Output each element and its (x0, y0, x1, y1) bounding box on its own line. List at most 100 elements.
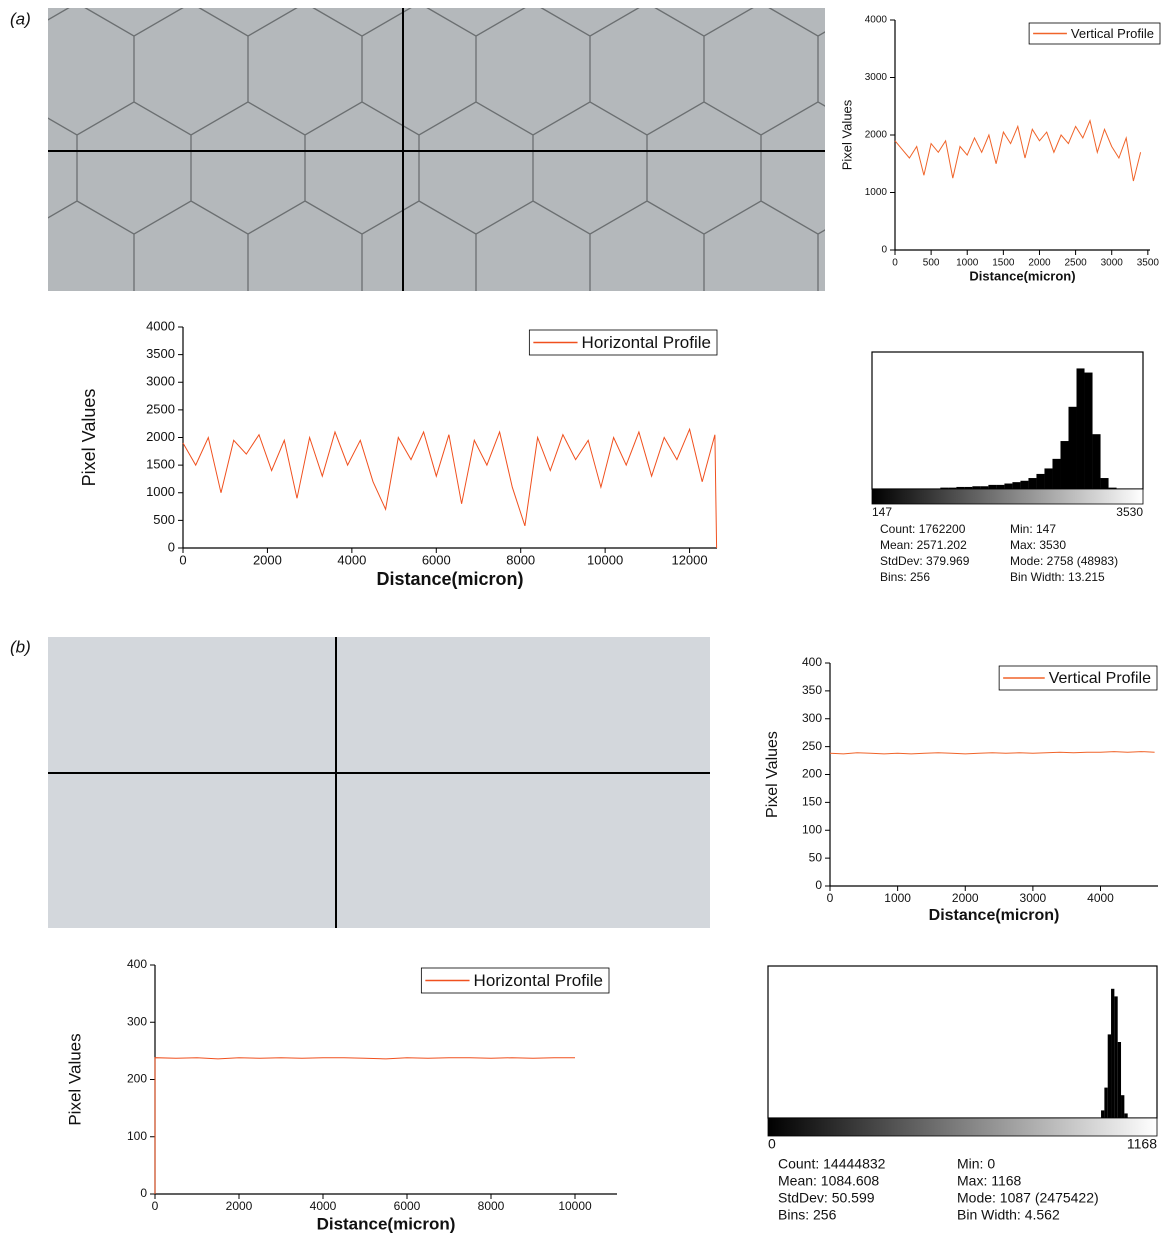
gray-scale-bar (871, 488, 1144, 505)
y-tick-label: 1000 (146, 484, 175, 499)
y-tick-label: 300 (127, 1014, 147, 1028)
y-axis-title: Pixel Values (839, 99, 854, 170)
stat-text: StdDev: 379.969 (880, 554, 970, 568)
stat-text: Bins: 256 (880, 570, 930, 584)
y-axis-title: Pixel Values (79, 389, 99, 487)
micrograph-b (48, 637, 710, 928)
histogram-bar (964, 486, 973, 489)
x-tick-label: 6000 (394, 1199, 421, 1213)
histogram-bar (1100, 478, 1109, 489)
histogram-bar (1028, 478, 1037, 489)
y-tick-label: 50 (809, 850, 823, 864)
x-tick-label: 12000 (671, 552, 707, 567)
stat-text: Mode: 2758 (48983) (1010, 554, 1118, 568)
x-tick-label: 0 (179, 552, 186, 567)
histogram-bar (940, 487, 949, 489)
histogram-bar (1124, 1113, 1128, 1118)
histogram-bar (1114, 996, 1118, 1118)
x-axis-title: Distance(micron) (376, 569, 523, 589)
y-tick-label: 2000 (865, 130, 888, 141)
histogram-bar (1044, 468, 1053, 489)
x-tick-label: 2000 (226, 1199, 253, 1213)
x-tick-label: 2000 (1028, 258, 1051, 269)
x-tick-label: 0 (827, 891, 834, 905)
stat-text: Max: 3530 (1010, 538, 1066, 552)
stat-text: Max: 1168 (957, 1173, 1022, 1189)
y-tick-label: 500 (153, 512, 175, 527)
histogram-bar (956, 486, 965, 489)
stat-text: Count: 1762200 (880, 522, 966, 536)
y-tick-label: 200 (127, 1072, 147, 1086)
stat-text: StdDev: 50.599 (778, 1190, 875, 1206)
x-tick-label: 1168 (1127, 1136, 1157, 1152)
histogram-bar (1108, 487, 1117, 489)
histogram-frame (767, 965, 1158, 1119)
histogram-bar (1012, 482, 1021, 489)
histogram-bar (1060, 441, 1069, 489)
histogram-bar (996, 484, 1005, 489)
y-tick-label: 3000 (146, 374, 175, 389)
y-tick-label: 2000 (146, 429, 175, 444)
x-tick-label: 1000 (884, 891, 911, 905)
x-tick-label: 0 (152, 1199, 159, 1213)
y-tick-label: 4000 (146, 318, 175, 333)
gray-scale-bar (767, 1117, 1158, 1137)
stat-text: Bin Width: 13.215 (1010, 570, 1105, 584)
y-tick-label: 300 (802, 711, 822, 725)
x-tick-label: 3000 (1020, 891, 1047, 905)
x-tick-label: 500 (923, 258, 940, 269)
y-tick-label: 0 (881, 245, 887, 256)
stat-text: Mean: 2571.202 (880, 538, 967, 552)
stat-text: Count: 14444832 (778, 1156, 886, 1172)
y-tick-label: 400 (127, 957, 147, 971)
histogram-bar (948, 487, 957, 489)
profile-line (182, 427, 718, 549)
x-tick-label: 2500 (1064, 258, 1087, 269)
x-tick-label: 0 (892, 258, 898, 269)
x-tick-label: 2000 (253, 552, 282, 567)
x-tick-label: 1000 (956, 258, 979, 269)
histogram-bar (972, 486, 981, 489)
histogram-bar (1121, 1095, 1125, 1118)
x-axis-title: Distance(micron) (929, 907, 1060, 924)
x-tick-label: 8000 (478, 1199, 505, 1213)
y-tick-label: 0 (815, 878, 822, 892)
legend-label: Horizontal Profile (474, 971, 603, 990)
histogram-bar (1101, 1110, 1105, 1118)
y-tick-label: 0 (140, 1186, 147, 1200)
histogram-bar (1076, 368, 1085, 489)
panel-label: (a) (10, 9, 31, 28)
histogram-bar (988, 484, 997, 489)
y-axis-title: Pixel Values (65, 1033, 84, 1125)
histogram-bar (1004, 483, 1013, 489)
y-tick-label: 3500 (146, 346, 175, 361)
x-tick-label: 10000 (558, 1199, 592, 1213)
histogram-bar (1107, 1034, 1112, 1118)
x-tick-label: 0 (768, 1136, 776, 1152)
profile-line (894, 118, 1142, 182)
x-tick-label: 3530 (1116, 505, 1143, 519)
y-tick-label: 4000 (865, 15, 888, 26)
stat-text: Min: 147 (1010, 522, 1056, 536)
histogram-bar (1111, 988, 1115, 1118)
y-tick-label: 200 (802, 767, 822, 781)
stat-text: Min: 0 (957, 1156, 995, 1172)
histogram-bar (1036, 473, 1045, 489)
y-tick-label: 0 (168, 539, 175, 554)
panel-label: (b) (10, 637, 31, 656)
x-tick-label: 147 (872, 505, 892, 519)
micrograph-a (48, 8, 825, 291)
y-tick-label: 1000 (865, 187, 888, 198)
y-tick-label: 1500 (146, 457, 175, 472)
x-tick-label: 6000 (422, 552, 451, 567)
profile-line (154, 1057, 575, 1194)
x-tick-label: 3000 (1101, 258, 1124, 269)
legend-box (1028, 22, 1161, 45)
y-tick-label: 400 (802, 655, 822, 669)
y-axis-title: Pixel Values (764, 731, 781, 818)
legend-label: Vertical Profile (1071, 26, 1154, 41)
y-tick-label: 3000 (865, 72, 888, 83)
x-tick-label: 4000 (310, 1199, 337, 1213)
y-tick-label: 100 (127, 1129, 147, 1143)
